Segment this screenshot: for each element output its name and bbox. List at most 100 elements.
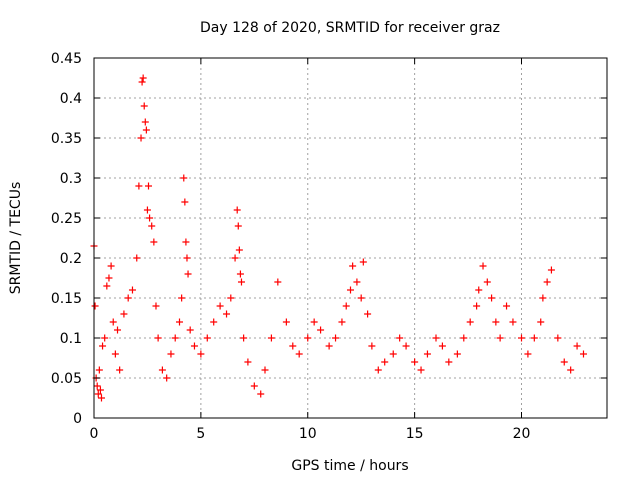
y-tick-label: 0.4 [60, 91, 82, 107]
y-tick-label: 0 [73, 411, 82, 427]
data-point [227, 294, 235, 302]
y-tick-label: 0.15 [51, 291, 82, 307]
y-tick-label: 0.45 [51, 51, 82, 67]
data-point [120, 310, 128, 318]
data-point [338, 318, 346, 326]
data-point [560, 358, 568, 366]
y-axis-label: SRMTID / TECUs [8, 182, 24, 295]
data-point [402, 342, 410, 350]
data-point [310, 318, 318, 326]
data-point [381, 358, 389, 366]
data-point [295, 350, 303, 358]
data-point [116, 366, 124, 374]
data-point [364, 310, 372, 318]
data-point [167, 350, 175, 358]
data-point [244, 358, 252, 366]
data-point [234, 222, 242, 230]
data-point [180, 174, 188, 182]
data-point [479, 262, 487, 270]
data-point [374, 366, 382, 374]
data-point [573, 342, 581, 350]
data-point [103, 282, 111, 290]
grid-lines [94, 58, 607, 418]
data-point [473, 302, 481, 310]
data-point [353, 278, 361, 286]
data-point [483, 278, 491, 286]
data-point [396, 334, 404, 342]
data-point [492, 318, 500, 326]
data-point [109, 318, 117, 326]
data-point [509, 318, 517, 326]
data-point [282, 318, 290, 326]
data-point [325, 342, 333, 350]
data-point [94, 390, 102, 398]
data-point [503, 302, 511, 310]
data-point [332, 334, 340, 342]
data-point [105, 274, 113, 282]
x-tick-label: 0 [90, 426, 99, 442]
data-point [543, 278, 551, 286]
y-tick-label: 0.1 [60, 331, 82, 347]
data-point [236, 270, 244, 278]
data-point [223, 310, 231, 318]
y-tick-label: 0.3 [60, 171, 82, 187]
data-point [152, 302, 160, 310]
data-point [261, 366, 269, 374]
data-point [231, 254, 239, 262]
data-point [530, 334, 538, 342]
data-point [240, 334, 248, 342]
data-point [146, 214, 154, 222]
data-point [518, 334, 525, 342]
data-point [137, 134, 145, 142]
data-point [114, 326, 122, 334]
data-point [142, 126, 150, 134]
data-point [389, 350, 397, 358]
data-point [186, 326, 194, 334]
data-point [317, 326, 325, 334]
data-point [539, 294, 547, 302]
data-point [163, 374, 171, 382]
data-point [417, 366, 425, 374]
data-point [357, 294, 365, 302]
data-point [423, 350, 431, 358]
data-point [342, 302, 350, 310]
y-tick-labels: 0 0.05 0.1 0.15 0.2 0.25 0.3 0.35 0.4 0.45 [51, 51, 82, 427]
data-point [488, 294, 496, 302]
data-point [237, 278, 245, 286]
x-tick-labels: 0 5 10 15 20 [90, 426, 531, 442]
data-point [176, 318, 183, 326]
data-point [203, 334, 211, 342]
data-point [411, 358, 419, 366]
data-point [466, 318, 474, 326]
plot-frame [93, 57, 608, 419]
data-point [97, 394, 105, 402]
data-point [547, 266, 555, 274]
data-point [210, 318, 218, 326]
data-point [135, 182, 143, 190]
data-point [567, 366, 575, 374]
data-point [182, 238, 190, 246]
data-point [233, 206, 241, 214]
data-point [453, 350, 461, 358]
data-point [133, 254, 141, 262]
data-point [537, 318, 545, 326]
data-point [250, 382, 258, 390]
data-point [579, 350, 587, 358]
data-point [190, 342, 198, 350]
chart-title: Day 128 of 2020, SRMTID for receiver gra… [200, 20, 500, 36]
data-point [524, 350, 532, 358]
y-tick-label: 0.35 [51, 131, 82, 147]
data-point [128, 286, 136, 294]
data-point [438, 342, 446, 350]
data-point [267, 334, 275, 342]
x-tick-label: 15 [406, 426, 424, 442]
data-point [148, 222, 156, 230]
data-point [111, 350, 119, 358]
y-tick-label: 0.25 [51, 211, 82, 227]
data-point [139, 74, 147, 82]
data-point [257, 390, 265, 398]
data-point [554, 334, 562, 342]
data-points [90, 74, 587, 402]
x-tick-label: 20 [513, 426, 531, 442]
